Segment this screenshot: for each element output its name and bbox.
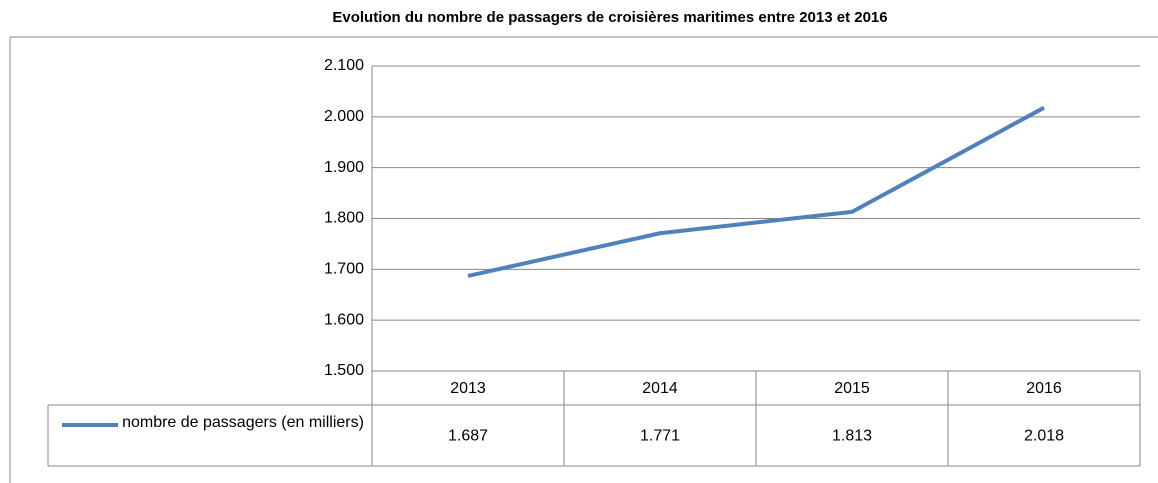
y-tick-label: 1.800 xyxy=(324,210,364,227)
y-tick-label: 2.000 xyxy=(324,108,364,125)
legend-label: nombre de passagers (en milliers) xyxy=(122,414,364,431)
x-tick-label: 2015 xyxy=(834,380,870,397)
x-tick-label: 2013 xyxy=(450,380,486,397)
table-value: 1.687 xyxy=(448,428,488,445)
table-value: 1.771 xyxy=(640,428,680,445)
table-value: 1.813 xyxy=(832,428,872,445)
y-tick-label: 1.900 xyxy=(324,159,364,176)
x-tick-label: 2016 xyxy=(1026,380,1062,397)
x-tick-label: 2014 xyxy=(642,380,678,397)
y-tick-label: 1.700 xyxy=(324,261,364,278)
chart-title: Evolution du nombre de passagers de croi… xyxy=(332,9,887,26)
y-tick-label: 1.500 xyxy=(324,362,364,379)
table-value: 2.018 xyxy=(1024,428,1064,445)
line xyxy=(467,105,1045,278)
y-tick-label: 2.100 xyxy=(324,57,364,74)
y-tick-label: 1.600 xyxy=(324,311,364,328)
